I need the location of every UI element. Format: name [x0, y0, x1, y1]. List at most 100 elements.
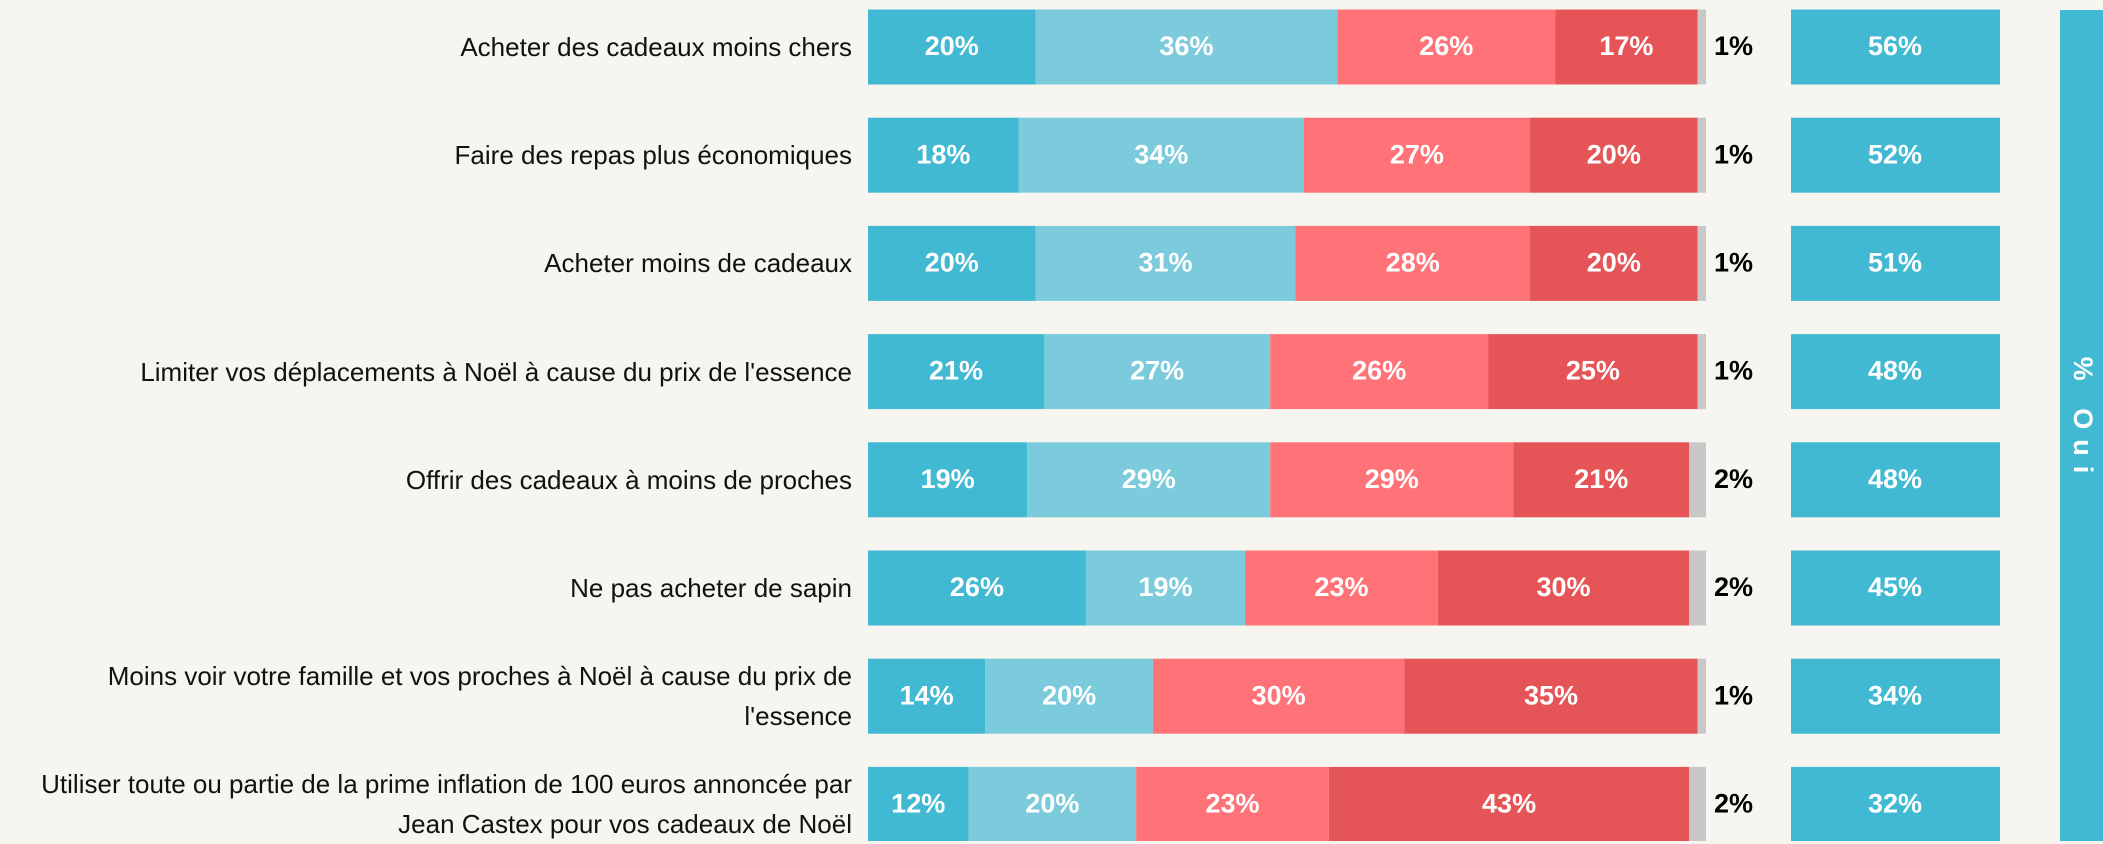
- value-label: 31%: [1138, 248, 1192, 278]
- bar-segment: [1697, 225, 1706, 301]
- bar-segment: [1689, 442, 1706, 518]
- value-label: 20%: [1587, 139, 1641, 169]
- value-label: 26%: [950, 572, 1004, 602]
- bar-segment: [1136, 766, 1329, 841]
- category-label: Moins voir votre famille et vos proches …: [107, 661, 852, 732]
- category-label: Utiliser toute ou partie de la prime inf…: [41, 769, 852, 840]
- value-label: 23%: [1314, 572, 1368, 602]
- bar-segment: [868, 550, 1086, 626]
- value-label: 20%: [925, 248, 979, 278]
- category-label: Offrir des cadeaux à moins de proches: [405, 464, 852, 495]
- oui-label: 51%: [1868, 248, 1922, 278]
- value-label: 20%: [925, 31, 979, 61]
- oui-box: [1791, 334, 2000, 410]
- oui-box: [1791, 766, 2000, 841]
- bar-segment: [1697, 334, 1706, 410]
- value-label: 12%: [891, 789, 945, 819]
- value-label: 1%: [1714, 248, 1753, 278]
- value-label: 27%: [1130, 356, 1184, 386]
- category-label: Acheter moins de cadeaux: [544, 248, 852, 279]
- bar-segment: [868, 334, 1044, 410]
- oui-box: [1791, 9, 2000, 85]
- oui-label: 48%: [1868, 356, 1922, 386]
- bar-segment: [868, 225, 1036, 301]
- category-label: Faire des repas plus économiques: [454, 140, 852, 171]
- value-label: 21%: [1574, 464, 1628, 494]
- value-label: 1%: [1714, 31, 1753, 61]
- oui-label: 56%: [1868, 31, 1922, 61]
- bar-segment: [1488, 334, 1698, 410]
- value-label: 30%: [1252, 680, 1306, 710]
- value-label: 20%: [1587, 248, 1641, 278]
- value-label: 43%: [1482, 789, 1536, 819]
- oui-header: % Oui: [2068, 357, 2098, 484]
- bar-segment: [1530, 225, 1698, 301]
- oui-header-bar: [2060, 10, 2103, 841]
- bar-segment: [1152, 658, 1405, 734]
- value-label: 30%: [1537, 572, 1591, 602]
- bar-segment: [1530, 117, 1698, 193]
- value-label: 36%: [1159, 31, 1213, 61]
- bar-segment: [1018, 117, 1304, 193]
- bar-segment: [1513, 442, 1690, 518]
- value-label: 1%: [1714, 356, 1753, 386]
- value-label: 21%: [929, 356, 983, 386]
- oui-label: 48%: [1868, 464, 1922, 494]
- bar-segment: [1303, 117, 1531, 193]
- bar-segment: [1404, 658, 1698, 734]
- bar-segment: [1027, 442, 1271, 518]
- value-label: 28%: [1386, 248, 1440, 278]
- oui-label: 32%: [1868, 789, 1922, 819]
- value-label: 27%: [1390, 139, 1444, 169]
- value-label: 14%: [900, 680, 954, 710]
- oui-label: 34%: [1868, 680, 1922, 710]
- bar-segment: [1035, 9, 1338, 85]
- value-label: 20%: [1025, 789, 1079, 819]
- bar-segment: [1437, 550, 1690, 626]
- value-label: 23%: [1206, 789, 1260, 819]
- value-label: 18%: [916, 139, 970, 169]
- bar-segment: [1245, 550, 1438, 626]
- value-label: 2%: [1714, 464, 1753, 494]
- value-label: 29%: [1365, 464, 1419, 494]
- bar-segment: [1689, 550, 1706, 626]
- oui-box: [1791, 117, 2000, 193]
- value-label: 26%: [1352, 356, 1406, 386]
- bar-segment: [1697, 658, 1706, 734]
- value-label: 19%: [1138, 572, 1192, 602]
- bar-segment: [1555, 9, 1698, 85]
- value-label: 2%: [1714, 572, 1753, 602]
- bar-segment: [1270, 442, 1514, 518]
- bar-segment: [868, 117, 1019, 193]
- value-label: 17%: [1599, 31, 1653, 61]
- oui-box: [1791, 550, 2000, 626]
- value-label: 2%: [1714, 789, 1753, 819]
- oui-box: [1791, 442, 2000, 518]
- bar-segment: [1697, 117, 1706, 193]
- category-label: Acheter des cadeaux moins chers: [460, 32, 852, 62]
- bar-segment: [1035, 225, 1296, 301]
- bar-segment: [1295, 225, 1531, 301]
- bar-segment: [1337, 9, 1556, 85]
- bar-segment: [1689, 766, 1706, 841]
- bar-segment: [868, 658, 986, 734]
- value-label: 29%: [1122, 464, 1176, 494]
- oui-box: [1791, 658, 2000, 734]
- oui-label: 45%: [1868, 572, 1922, 602]
- bar-segment: [1043, 334, 1271, 410]
- value-label: 26%: [1419, 31, 1473, 61]
- bar-segment: [868, 442, 1028, 518]
- bar-segment: [985, 658, 1153, 734]
- bar-segment: [1328, 766, 1690, 841]
- value-label: 1%: [1714, 680, 1753, 710]
- bar-segment: [868, 766, 969, 841]
- oui-box: [1791, 225, 2000, 301]
- value-label: 34%: [1134, 139, 1188, 169]
- bar-segment: [1270, 334, 1489, 410]
- value-label: 19%: [921, 464, 975, 494]
- category-label: Ne pas acheter de sapin: [570, 573, 852, 603]
- value-label: 20%: [1042, 680, 1096, 710]
- value-label: 25%: [1566, 356, 1620, 386]
